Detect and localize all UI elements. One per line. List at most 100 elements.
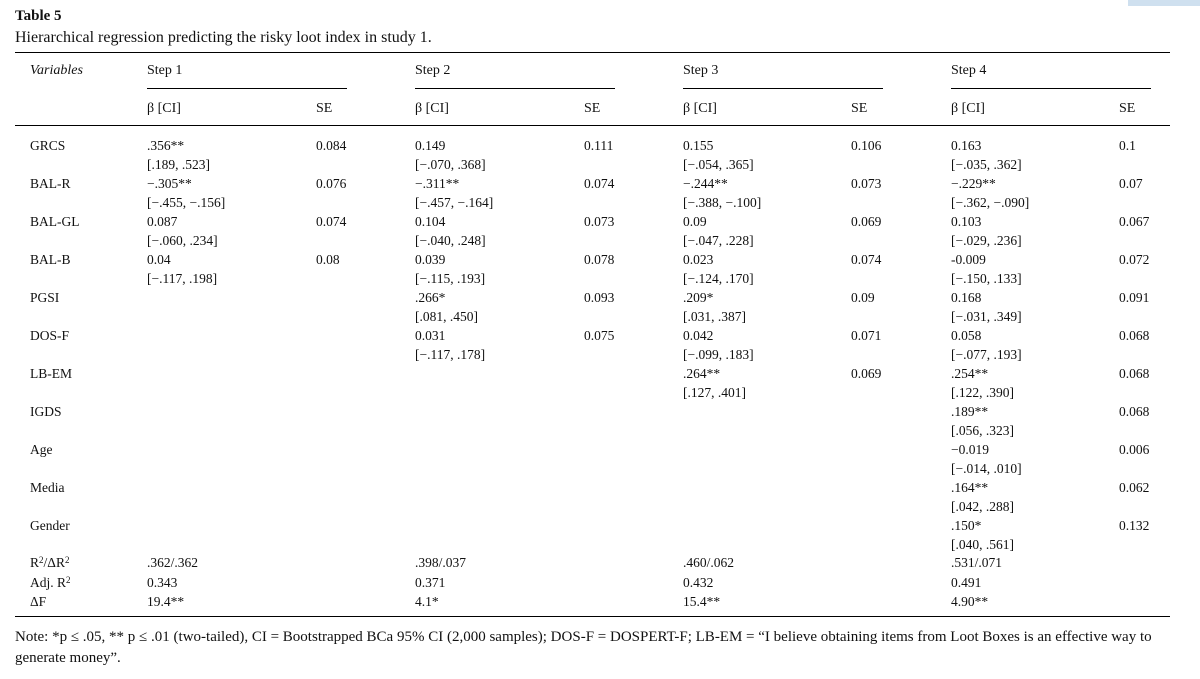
row-variable-name: BAL-R	[30, 176, 71, 191]
beta-value: 0.039	[415, 252, 446, 267]
se-value: 0.09	[851, 290, 875, 305]
stat-value: .362/.362	[147, 555, 199, 570]
se-value: 0.067	[1119, 214, 1150, 229]
stat-label-mid: /ΔR	[43, 555, 65, 570]
stat-value: 0.371	[415, 575, 446, 590]
beta-value: .264**	[683, 366, 721, 381]
stat-value: .531/.071	[951, 555, 1003, 570]
se-value: 0.093	[584, 290, 615, 305]
ci-value: [−.070, .368]	[415, 157, 486, 172]
ci-value: [.189, .523]	[147, 157, 210, 172]
stat-value: 0.343	[147, 575, 178, 590]
row-variable-name: PGSI	[30, 290, 60, 305]
beta-value: 0.104	[415, 214, 446, 229]
stat-value: .398/.037	[415, 555, 467, 570]
beta-value: .266*	[415, 290, 446, 305]
ci-value: [−.388, −.100]	[683, 195, 762, 210]
table-label: Table 5	[15, 8, 62, 24]
se-value: 0.076	[316, 176, 347, 191]
se-value: 0.068	[1119, 328, 1150, 343]
ci-value: [−.117, .178]	[415, 347, 486, 362]
se-value: 0.068	[1119, 366, 1150, 381]
corner-tab	[1128, 0, 1200, 6]
ci-value: [.056, .323]	[951, 423, 1014, 438]
stat-label: R2/ΔR2	[30, 555, 69, 571]
ci-value: [−.457, −.164]	[415, 195, 494, 210]
se-value: 0.071	[851, 328, 882, 343]
beta-value: −.229**	[951, 176, 996, 191]
se-value: 0.091	[1119, 290, 1150, 305]
column-header-beta-ci: β [CI]	[415, 101, 449, 116]
se-value: 0.074	[316, 214, 347, 229]
column-header-se: SE	[1119, 101, 1136, 116]
se-value: 0.08	[316, 252, 340, 267]
top-rule	[15, 52, 1170, 53]
beta-value: 0.09	[683, 214, 707, 229]
se-value: 0.106	[851, 138, 882, 153]
beta-value: 0.04	[147, 252, 171, 267]
table-note: Note: *p ≤ .05, ** p ≤ .01 (two-tailed),…	[15, 629, 1152, 666]
beta-value: 0.149	[415, 138, 446, 153]
se-value: 0.072	[1119, 252, 1150, 267]
stat-value: 19.4**	[147, 594, 185, 609]
beta-value: 0.023	[683, 252, 714, 267]
stat-label-sup: 2	[66, 575, 71, 585]
ci-value: [−.124, .170]	[683, 271, 754, 286]
se-value: 0.078	[584, 252, 615, 267]
se-value: 0.069	[851, 214, 882, 229]
beta-value: 0.042	[683, 328, 714, 343]
beta-value: 0.163	[951, 138, 982, 153]
ci-value: [.042, .288]	[951, 499, 1014, 514]
stat-label: ΔF	[30, 594, 46, 610]
stat-value: 4.1*	[415, 594, 439, 609]
stat-value: 0.432	[683, 575, 714, 590]
se-value: 0.062	[1119, 480, 1150, 495]
stat-label-base: ΔF	[30, 594, 47, 609]
step-underline	[951, 88, 1151, 89]
stat-label-sup: 2	[39, 555, 44, 565]
se-value: 0.132	[1119, 518, 1150, 533]
se-value: 0.068	[1119, 404, 1150, 419]
column-header-beta-ci: β [CI]	[951, 101, 985, 116]
beta-value: .356**	[147, 138, 185, 153]
step-underline	[147, 88, 347, 89]
ci-value: [.122, .390]	[951, 385, 1014, 400]
bottom-rule	[15, 616, 1170, 617]
ci-value: [−.031, .349]	[951, 309, 1022, 324]
row-variable-name: IGDS	[30, 404, 62, 419]
row-variable-name: LB-EM	[30, 366, 72, 381]
beta-value: .189**	[951, 404, 989, 419]
ci-value: [−.099, .183]	[683, 347, 754, 362]
ci-value: [−.362, −.090]	[951, 195, 1030, 210]
column-header-beta-ci: β [CI]	[683, 101, 717, 116]
step-underline	[683, 88, 883, 89]
step-underline	[415, 88, 615, 89]
row-variable-name: BAL-B	[30, 252, 71, 267]
beta-value: 0.155	[683, 138, 714, 153]
beta-value: −0.019	[951, 442, 989, 457]
ci-value: [−.115, .193]	[415, 271, 486, 286]
ci-value: [−.060, .234]	[147, 233, 218, 248]
stat-label-base: R	[30, 555, 40, 570]
column-header-se: SE	[316, 101, 333, 116]
stat-value: 4.90**	[951, 594, 989, 609]
column-header-variables: Variables	[30, 63, 83, 78]
beta-value: 0.031	[415, 328, 446, 343]
ci-value: [.040, .561]	[951, 537, 1014, 552]
beta-value: −.244**	[683, 176, 728, 191]
beta-value: −.311**	[415, 176, 460, 191]
se-value: 0.1	[1119, 138, 1136, 153]
header-rule	[15, 125, 1170, 126]
se-value: 0.073	[584, 214, 615, 229]
beta-value: .254**	[951, 366, 989, 381]
se-value: 0.075	[584, 328, 615, 343]
ci-value: [−.035, .362]	[951, 157, 1022, 172]
column-header-beta-ci: β [CI]	[147, 101, 181, 116]
beta-value: .150*	[951, 518, 982, 533]
row-variable-name: GRCS	[30, 138, 66, 153]
ci-value: [−.150, .133]	[951, 271, 1022, 286]
ci-value: [−.455, −.156]	[147, 195, 226, 210]
column-header-step: Step 1	[147, 63, 183, 78]
se-value: 0.07	[1119, 176, 1143, 191]
se-value: 0.073	[851, 176, 882, 191]
